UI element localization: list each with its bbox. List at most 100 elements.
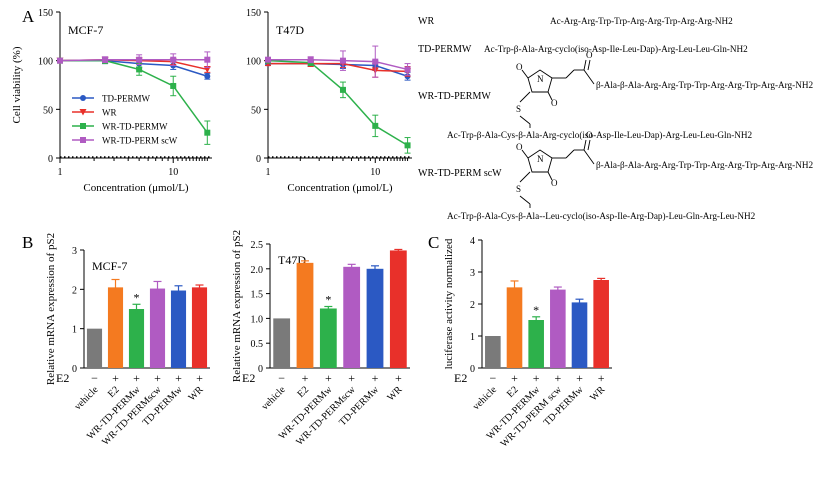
bond bbox=[519, 91, 531, 103]
e2-sign: + bbox=[598, 371, 605, 385]
bond bbox=[587, 139, 591, 151]
bar-wr_td_perm_sc bbox=[149, 288, 166, 368]
chart-title: MCF-7 bbox=[92, 259, 127, 273]
atom-s: S bbox=[516, 184, 521, 194]
atom-o: O bbox=[516, 62, 523, 72]
td-perm-sequence: Ac-Trp-β-Ala-Arg-cyclo(iso-Asp-Ile-Leu-D… bbox=[484, 44, 748, 54]
marker-square bbox=[404, 66, 411, 73]
e2-sign: + bbox=[325, 371, 332, 385]
y-tick-label: 50 bbox=[43, 105, 53, 116]
marker-triangle bbox=[79, 109, 87, 116]
marker-square bbox=[80, 123, 86, 129]
legend-label: WR-TD-PERMW bbox=[102, 122, 168, 132]
series-line bbox=[268, 62, 408, 77]
y-tick-label: 150 bbox=[38, 8, 53, 19]
wr-td-perm-sc-bottom-chain: Ac-Trp-β-Ala-Cys-β-Ala--Leu-cyclo(iso-As… bbox=[447, 211, 756, 221]
bar-e2 bbox=[506, 287, 523, 368]
bond bbox=[521, 69, 529, 79]
atom-o: O bbox=[586, 50, 593, 60]
y-tick-label: 2.5 bbox=[251, 240, 264, 251]
bond bbox=[587, 59, 591, 71]
y-tick-label: 50 bbox=[251, 105, 261, 116]
atom-n: N bbox=[537, 154, 544, 164]
line-chart-A1: 0 50 100 150 1 10 MCF-7 Concentration (μmol/L) C… bbox=[11, 8, 212, 194]
marker-square bbox=[170, 56, 177, 63]
significance-mark: * bbox=[325, 292, 331, 306]
wr-td-perm-top-chain: β-Ala-β-Ala-Arg-Arg-Trp-Trp-Arg-Arg-Trp-… bbox=[596, 80, 813, 90]
wr-name: WR bbox=[418, 16, 434, 27]
atom-s: S bbox=[516, 104, 521, 114]
e2-sign: + bbox=[554, 371, 561, 385]
y-tick-label: 0 bbox=[258, 364, 263, 375]
e2-sign: + bbox=[302, 371, 309, 385]
bar-td_perm bbox=[366, 268, 384, 368]
marker-square bbox=[170, 82, 177, 89]
panel-label-b: B bbox=[22, 233, 33, 252]
e2-sign: − bbox=[278, 371, 285, 385]
e2-row-label: E2 bbox=[56, 371, 69, 385]
marker-square bbox=[204, 129, 211, 136]
e2-sign: + bbox=[348, 371, 355, 385]
y-tick-label: 0 bbox=[72, 364, 77, 375]
structure-panel: WR Ac-Arg-Arg-Trp-Trp-Arg-Arg-Trp-Arg-Ar… bbox=[418, 16, 813, 221]
bar-wr bbox=[191, 287, 208, 368]
bar-wr bbox=[389, 250, 407, 368]
y-tick-label: 1.0 bbox=[251, 314, 264, 325]
bar-wr_td_perm_sc bbox=[343, 266, 361, 368]
marker-square bbox=[372, 122, 379, 129]
y-axis-label: Relative mRNA expression of pS2 bbox=[231, 230, 243, 382]
category-label: WR bbox=[186, 384, 205, 403]
bar-vehicle bbox=[273, 318, 291, 368]
bond bbox=[547, 171, 553, 181]
atom-o: O bbox=[551, 98, 558, 108]
bar-wr bbox=[593, 280, 609, 368]
significance-mark: * bbox=[533, 303, 539, 317]
wr-td-perm-sc-name: WR-TD-PERM scW bbox=[418, 168, 502, 179]
y-tick-label: 3 bbox=[72, 246, 77, 257]
bar-td_perm bbox=[170, 290, 187, 368]
bar-e2 bbox=[107, 287, 124, 368]
significance-mark: * bbox=[134, 290, 140, 304]
marker-circle bbox=[80, 95, 86, 101]
wr-td-perm-sc-structure bbox=[519, 139, 595, 208]
atom-o: O bbox=[586, 130, 593, 140]
legend-label: WR bbox=[102, 108, 117, 118]
bar-wr_td_perm bbox=[319, 308, 337, 368]
e2-sign: + bbox=[372, 371, 379, 385]
y-tick-label: 100 bbox=[38, 57, 53, 68]
category-label: vehicle bbox=[260, 384, 289, 413]
marker-square bbox=[307, 56, 314, 63]
bar-wr_td_perm bbox=[128, 309, 145, 368]
category-label: E2 bbox=[106, 384, 122, 400]
bar-chart-C: 0 1 2 3 4 luciferase activity normalized −vehi… bbox=[443, 236, 612, 450]
bond bbox=[583, 59, 587, 71]
x-axis-label: Concentration (μmol/L) bbox=[83, 182, 189, 194]
line-chart-A2: 0 50 100 150 1 10 T47D Concentration (μmol/L) bbox=[246, 8, 412, 194]
marker-square bbox=[136, 56, 143, 63]
x-tick-label: 1 bbox=[266, 167, 271, 178]
atom-n: N bbox=[537, 74, 544, 84]
series-wr_td_perm_sc bbox=[57, 51, 211, 68]
bar-wr_td_perm_sc bbox=[550, 289, 566, 368]
marker-circle bbox=[204, 73, 211, 80]
category-label: WR bbox=[385, 384, 404, 403]
succinimide-ring bbox=[527, 149, 553, 173]
atom-o: O bbox=[551, 178, 558, 188]
y-tick-label: 2 bbox=[72, 285, 77, 296]
e2-sign: + bbox=[154, 371, 161, 385]
bond bbox=[583, 139, 587, 151]
e2-sign: + bbox=[175, 371, 182, 385]
marker-square bbox=[339, 57, 346, 64]
wr-td-perm-structure bbox=[519, 59, 595, 128]
y-tick-label: 0.5 bbox=[251, 339, 264, 350]
y-tick-label: 1 bbox=[470, 332, 475, 343]
category-label: vehicle bbox=[471, 384, 500, 413]
y-tick-label: 0 bbox=[256, 154, 261, 165]
series-wr_td_perm bbox=[265, 57, 411, 154]
y-axis-label: Cell viability (%) bbox=[11, 46, 23, 123]
y-tick-label: 150 bbox=[246, 8, 261, 19]
bond bbox=[519, 115, 531, 125]
bond bbox=[519, 195, 531, 205]
